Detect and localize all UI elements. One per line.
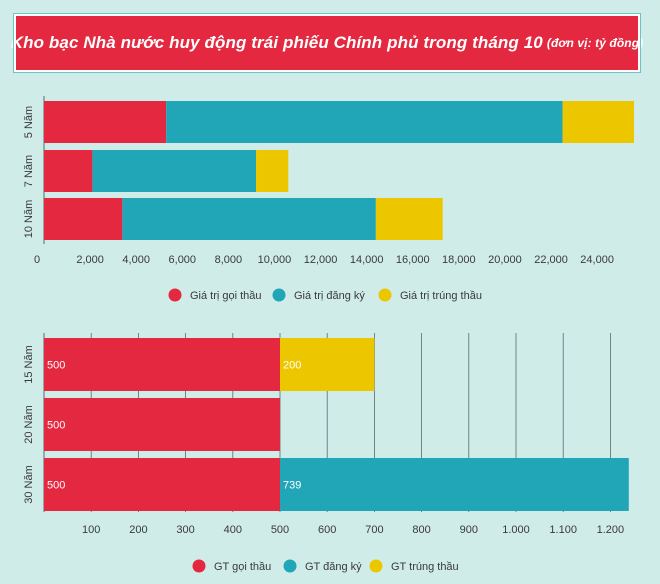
x-tick-label: 500 [271,524,289,536]
legend-marker [272,288,286,302]
x-tick-label: 800 [412,524,430,536]
x-tick-label: 24,000 [580,254,614,266]
bar-30-Năm-0 [44,458,280,511]
bar-20-Năm-0 [44,398,280,451]
x-tick-label: 700 [365,524,383,536]
chart-title: Kho bạc Nhà nước huy động trái phiếu Chí… [10,33,543,52]
x-tick-label: 20,000 [488,254,522,266]
legend-label: Giá trị trúng thầu [400,290,482,302]
x-tick-label: 12,000 [304,254,338,266]
bar-5-Năm-2 [562,101,634,143]
legend-label: GT trúng thầu [391,561,459,573]
category-label: 7 Năm [23,155,35,187]
bar-15-Năm-2 [280,338,375,391]
x-tick-label: 1.100 [549,524,577,536]
legend-marker [168,288,182,302]
x-tick-label: 16,000 [396,254,430,266]
x-tick-label: 0 [34,254,40,266]
bar-30-Năm-1 [280,458,629,511]
legend-label: GT đăng ký [305,561,362,573]
x-tick-label: 8,000 [215,254,243,266]
legend-label: Giá trị đăng ký [294,290,365,302]
x-tick-label: 18,000 [442,254,476,266]
x-tick-label: 100 [82,524,100,536]
bar-value-label: 500 [47,420,65,432]
x-tick-label: 1.000 [502,524,530,536]
x-tick-label: 10,000 [258,254,292,266]
x-tick-label: 6,000 [169,254,197,266]
legend-marker [369,559,383,573]
legend-marker [378,288,392,302]
x-tick-label: 300 [176,524,194,536]
x-tick-label: 900 [460,524,478,536]
bar-7-Năm-1 [92,150,257,192]
title-banner: Kho bạc Nhà nước huy động trái phiếu Chí… [10,13,644,73]
bar-value-label: 500 [47,480,65,492]
x-tick-label: 1.200 [597,524,625,536]
x-tick-label: 14,000 [350,254,384,266]
legend-label: Giá trị gọi thầu [190,290,262,302]
legend-label: GT gọi thầu [214,561,271,573]
bar-10-Năm-0 [44,198,123,240]
bar-15-Năm-0 [44,338,280,391]
category-label: 30 Năm [23,465,35,504]
bar-value-label: 200 [283,360,301,372]
bar-7-Năm-0 [44,150,93,192]
bar-5-Năm-0 [44,101,167,143]
legend-marker [283,559,297,573]
bar-value-label: 739 [283,480,301,492]
category-label: 15 Năm [23,345,35,384]
legend-marker [192,559,206,573]
chart-title-unit: (đơn vị: tỷ đồng) [546,36,644,50]
x-tick-label: 22,000 [534,254,568,266]
x-tick-label: 600 [318,524,336,536]
category-label: 10 Năm [23,200,35,239]
bar-5-Năm-1 [166,101,563,143]
x-tick-label: 2,000 [76,254,104,266]
bar-10-Năm-1 [122,198,376,240]
category-label: 20 Năm [23,405,35,444]
bar-10-Năm-2 [375,198,443,240]
x-tick-label: 200 [129,524,147,536]
bar-7-Năm-2 [256,150,289,192]
bar-value-label: 500 [47,360,65,372]
x-tick-label: 4,000 [122,254,150,266]
x-tick-label: 400 [224,524,242,536]
category-label: 5 Năm [23,106,35,138]
